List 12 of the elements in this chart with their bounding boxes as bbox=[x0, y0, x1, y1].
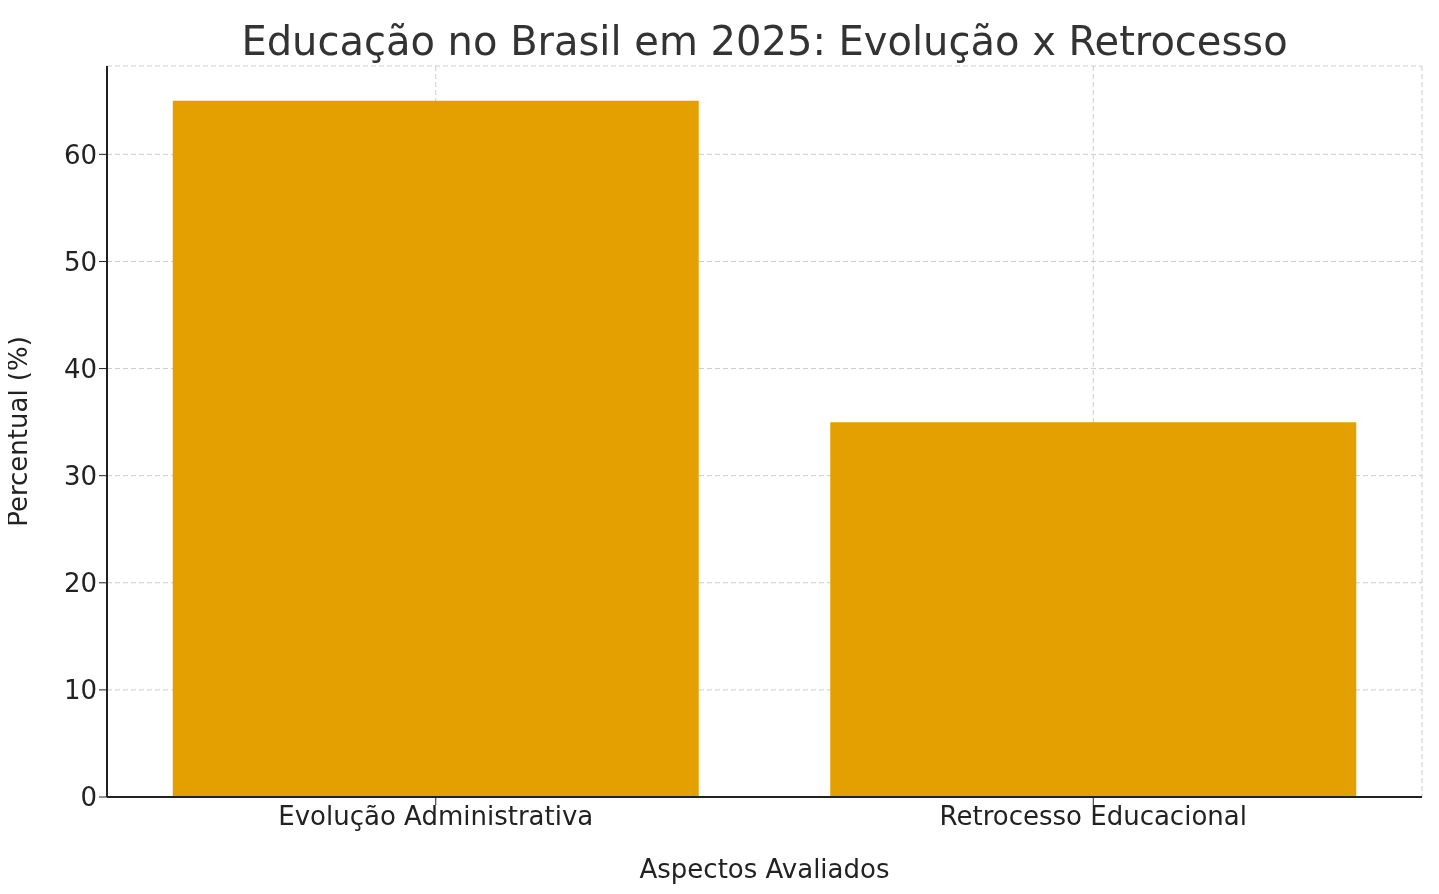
y-axis-title: Percentual (%) bbox=[3, 336, 34, 527]
y-tick-label: 50 bbox=[63, 246, 97, 277]
y-tick-label: 20 bbox=[63, 568, 97, 599]
y-tick-label: 40 bbox=[63, 353, 97, 384]
x-axis-title: Aspectos Avaliados bbox=[639, 854, 890, 884]
y-tick-label: 30 bbox=[63, 460, 97, 491]
y-tick-label: 60 bbox=[63, 139, 97, 170]
chart-title: Educação no Brasil em 2025: Evolução x Retrocesso bbox=[240, 18, 1289, 64]
y-tick-label: 0 bbox=[80, 782, 97, 813]
x-tick-label: Evolução Administrativa bbox=[278, 801, 594, 832]
x-tick-label: Retrocesso Educacional bbox=[939, 801, 1247, 832]
y-tick-label: 10 bbox=[63, 675, 97, 706]
